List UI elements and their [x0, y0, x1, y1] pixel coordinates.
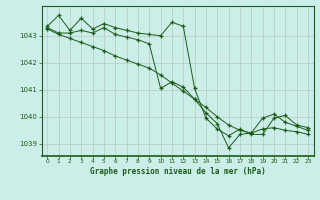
X-axis label: Graphe pression niveau de la mer (hPa): Graphe pression niveau de la mer (hPa) — [90, 167, 266, 176]
